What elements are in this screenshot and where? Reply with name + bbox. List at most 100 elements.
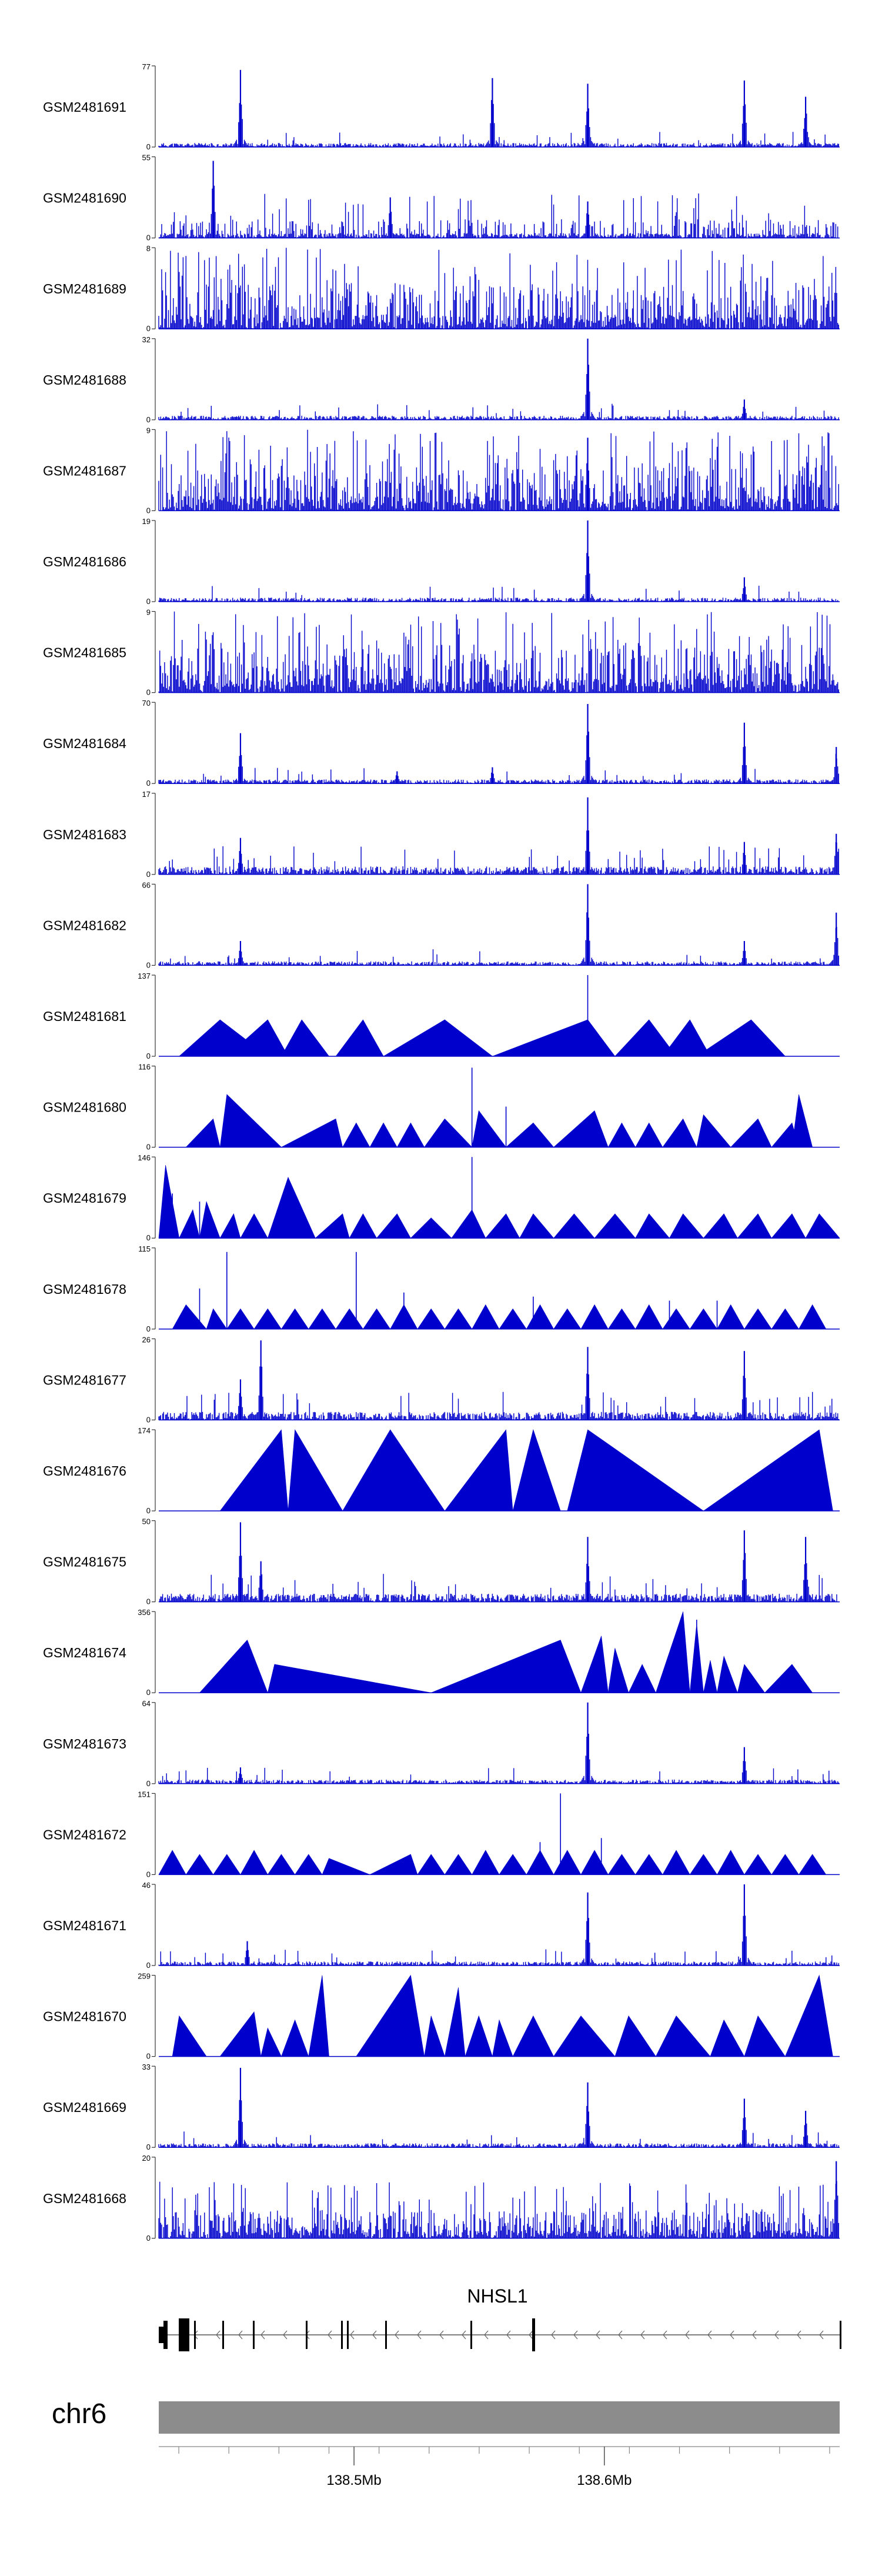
coverage-triangle — [424, 2016, 445, 2057]
strand-arrow-icon — [663, 2330, 667, 2340]
y-min-label: 0 — [146, 1506, 151, 1515]
strand-arrow-icon — [752, 2330, 757, 2340]
y-max-label: 137 — [138, 972, 151, 980]
coverage-triangle — [226, 1308, 255, 1330]
track-GSM2481672: GSM2481672 151 0 — [43, 1790, 840, 1878]
gene-exon — [840, 2321, 841, 2349]
coverage-triangle — [295, 1854, 323, 1875]
coverage-triangle — [280, 1308, 309, 1330]
coverage-triangle — [580, 1304, 609, 1330]
chromosome-tick-label: 138.6Mb — [577, 2472, 632, 2488]
coverage-triangle — [492, 2019, 513, 2057]
chromosome-track: chr6 138.5Mb 138.6Mb — [52, 2398, 840, 2488]
coverage-triangle — [798, 1854, 827, 1875]
track-GSM2481683: GSM2481683 17 0 — [43, 790, 840, 879]
coverage-triangle — [219, 2011, 262, 2057]
coverage-triangle — [689, 1308, 718, 1330]
gene-exon — [347, 2321, 349, 2349]
coverage-triangle — [253, 1308, 282, 1330]
coverage-triangle — [499, 1308, 527, 1330]
coverage-triangle — [526, 1304, 554, 1330]
coverage-triangle — [431, 1640, 582, 1693]
coverage-signal — [158, 1531, 839, 1602]
coverage-signal — [158, 611, 839, 693]
y-min-label: 0 — [146, 2234, 151, 2243]
track-label: GSM2481687 — [43, 463, 126, 478]
coverage-triangle — [519, 1213, 554, 1239]
coverage-triangle — [172, 2015, 207, 2057]
gene-exon — [179, 2318, 189, 2351]
y-max-label: 174 — [138, 1426, 151, 1435]
coverage-triangle — [662, 1850, 690, 1875]
strand-arrow-icon — [372, 2330, 377, 2340]
strand-arrow-icon — [529, 2330, 533, 2340]
coverage-triangle — [669, 1213, 704, 1239]
coverage-triangle — [444, 1429, 513, 1511]
coverage-triangle — [696, 1019, 786, 1057]
coverage-triangle — [308, 1308, 336, 1330]
gene-exon — [341, 2321, 343, 2349]
y-min-label: 0 — [146, 415, 151, 424]
strand-arrow-icon — [774, 2330, 779, 2340]
strand-arrow-icon — [439, 2330, 444, 2340]
track-label: GSM2481669 — [43, 2100, 126, 2115]
coverage-triangle — [492, 1019, 616, 1057]
coverage-triangle — [451, 1209, 486, 1239]
coverage-triangle — [805, 1213, 840, 1239]
coverage-triangle — [315, 1213, 350, 1239]
coverage-triangle — [635, 1304, 663, 1330]
coverage-triangle — [219, 1094, 282, 1147]
y-min-label: 0 — [146, 142, 151, 151]
track-GSM2481677: GSM2481677 26 0 — [43, 1335, 840, 1424]
coverage-triangle — [219, 1213, 241, 1239]
coverage-triangle — [662, 1019, 711, 1057]
coverage-triangle — [553, 1850, 582, 1875]
track-label: GSM2481674 — [43, 1645, 126, 1660]
y-max-label: 46 — [142, 1881, 151, 1890]
y-min-label: 0 — [146, 779, 151, 788]
track-label: GSM2481680 — [43, 1100, 126, 1115]
track-GSM2481689: GSM2481689 8 0 — [43, 244, 840, 333]
coverage-triangle — [267, 1664, 432, 1693]
strand-arrow-icon — [596, 2330, 600, 2340]
track-GSM2481678: GSM2481678 115 0 — [43, 1244, 840, 1333]
track-label: GSM2481689 — [43, 281, 126, 296]
coverage-triangle — [628, 1664, 656, 1693]
coverage-triangle — [335, 1019, 384, 1057]
coverage-triangle — [662, 1118, 697, 1147]
track-GSM2481682: GSM2481682 66 0 — [43, 880, 840, 969]
coverage-signal — [158, 2181, 839, 2238]
track-label: GSM2481690 — [43, 191, 126, 206]
coverage-triangle — [369, 1854, 418, 1875]
coverage-triangle — [655, 1611, 690, 1693]
coverage-triangle — [369, 1122, 397, 1147]
y-min-label: 0 — [146, 1870, 151, 1878]
coverage-signal — [158, 429, 839, 511]
gene-exon — [163, 2321, 168, 2349]
coverage-triangle — [281, 2019, 309, 2057]
y-min-label: 0 — [146, 688, 151, 697]
coverage-triangle — [472, 1304, 500, 1330]
strand-arrow-icon — [260, 2330, 265, 2340]
gene-exon — [194, 2321, 196, 2349]
y-max-label: 26 — [142, 1335, 151, 1344]
track-label: GSM2481676 — [43, 1463, 126, 1479]
coverage-triangle — [791, 1094, 813, 1147]
track-label: GSM2481688 — [43, 372, 126, 388]
y-max-label: 50 — [142, 1517, 151, 1526]
strand-arrow-icon — [819, 2330, 824, 2340]
coverage-triangle — [376, 1213, 411, 1239]
strand-arrow-icon — [395, 2330, 399, 2340]
coverage-triangle — [356, 1974, 425, 2057]
coverage-triangle — [444, 1987, 466, 2057]
track-label: GSM2481668 — [43, 2191, 126, 2206]
gene-exon — [253, 2321, 255, 2349]
coverage-triangle — [737, 1664, 766, 1693]
strand-arrow-icon — [573, 2330, 578, 2340]
track-GSM2481684: GSM2481684 70 0 — [43, 699, 840, 788]
track-GSM2481681: GSM2481681 137 0 — [43, 972, 840, 1060]
track-label: GSM2481683 — [43, 827, 126, 842]
track-label: GSM2481685 — [43, 645, 126, 660]
coverage-triangle — [485, 1213, 520, 1239]
